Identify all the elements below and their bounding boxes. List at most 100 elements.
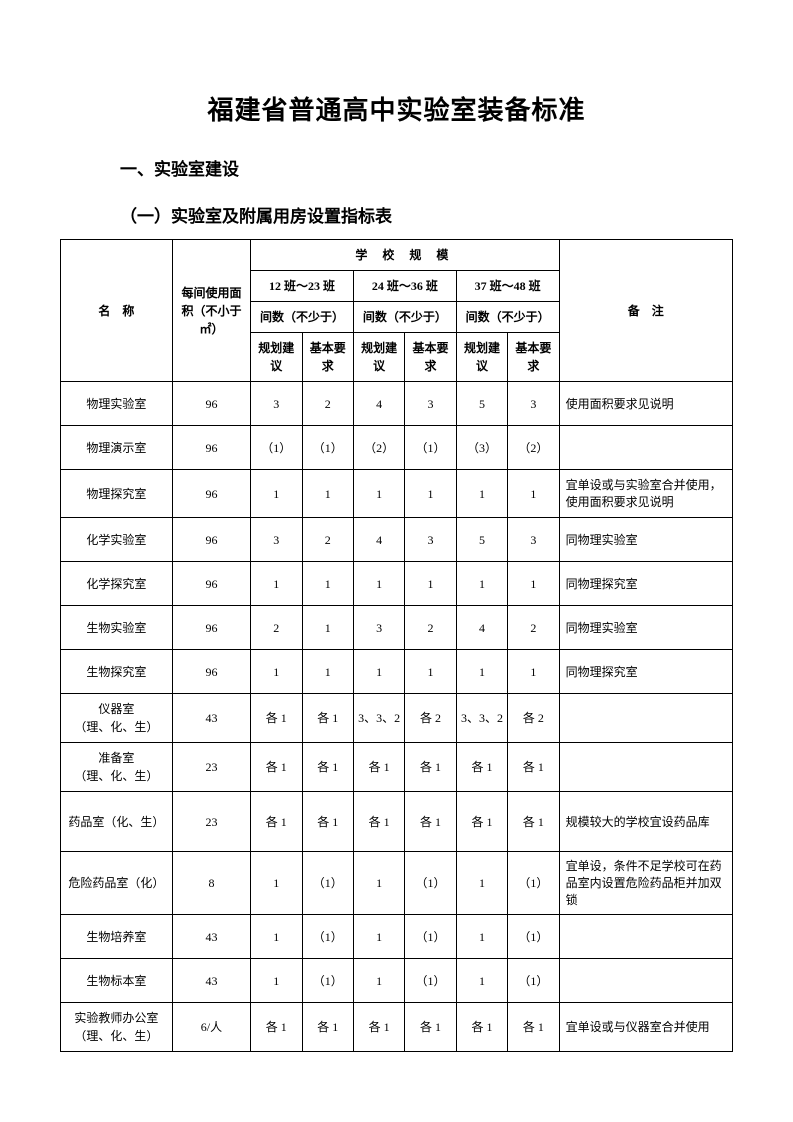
cell-value: 1 bbox=[456, 470, 507, 518]
cell-name: 仪器室 （理、化、生） bbox=[61, 694, 173, 743]
table-row: 化学实验室 96 3 2 4 3 5 3 同物理实验室 bbox=[61, 518, 733, 562]
table-row: 危险药品室（化） 8 1 （1） 1 （1） 1 （1） 宜单设，条件不足学校可… bbox=[61, 852, 733, 915]
cell-value: （1） bbox=[302, 852, 353, 915]
cell-area: 96 bbox=[172, 562, 250, 606]
cell-remark bbox=[559, 694, 732, 743]
cell-area: 23 bbox=[172, 792, 250, 852]
header-area: 每间使用面积（不小于㎡） bbox=[172, 240, 250, 382]
cell-value: 1 bbox=[456, 959, 507, 1003]
header-count-2: 间数（不少于） bbox=[353, 302, 456, 333]
cell-value: 2 bbox=[302, 382, 353, 426]
table-row: 药品室（化、生） 23 各 1 各 1 各 1 各 1 各 1 各 1 规模较大… bbox=[61, 792, 733, 852]
header-basic-1: 基本要求 bbox=[302, 333, 353, 382]
subsection-heading-1: （一）实验室及附属用房设置指标表 bbox=[120, 202, 733, 227]
cell-value: 各 1 bbox=[508, 743, 559, 792]
cell-remark bbox=[559, 426, 732, 470]
cell-value: 各 1 bbox=[405, 792, 456, 852]
lab-standards-table: 名 称 每间使用面积（不小于㎡） 学 校 规 模 备 注 12 班～23 班 2… bbox=[60, 239, 733, 1052]
cell-value: 各 1 bbox=[251, 743, 302, 792]
cell-value: （1） bbox=[302, 915, 353, 959]
cell-remark: 同物理实验室 bbox=[559, 606, 732, 650]
header-plan-3: 规划建议 bbox=[456, 333, 507, 382]
cell-value: 各 1 bbox=[456, 743, 507, 792]
cell-value: （1） bbox=[302, 426, 353, 470]
cell-value: 各 1 bbox=[353, 743, 404, 792]
cell-value: 各 1 bbox=[353, 1003, 404, 1052]
cell-value: （1） bbox=[405, 959, 456, 1003]
cell-area: 23 bbox=[172, 743, 250, 792]
cell-remark: 同物理实验室 bbox=[559, 518, 732, 562]
cell-name: 物理演示室 bbox=[61, 426, 173, 470]
cell-name: 生物标本室 bbox=[61, 959, 173, 1003]
cell-name: 生物实验室 bbox=[61, 606, 173, 650]
cell-value: 1 bbox=[353, 852, 404, 915]
cell-value: 1 bbox=[405, 470, 456, 518]
cell-value: 5 bbox=[456, 382, 507, 426]
cell-value: 4 bbox=[456, 606, 507, 650]
table-row: 准备室 （理、化、生） 23 各 1 各 1 各 1 各 1 各 1 各 1 bbox=[61, 743, 733, 792]
cell-remark: 宜单设或与实验室合并使用，使用面积要求见说明 bbox=[559, 470, 732, 518]
document-title: 福建省普通高中实验室装备标准 bbox=[60, 90, 733, 127]
cell-name: 物理实验室 bbox=[61, 382, 173, 426]
cell-value: 3、3、2 bbox=[353, 694, 404, 743]
cell-area: 43 bbox=[172, 694, 250, 743]
cell-value: 1 bbox=[456, 852, 507, 915]
cell-name: 生物培养室 bbox=[61, 915, 173, 959]
cell-value: 1 bbox=[353, 470, 404, 518]
cell-remark: 规模较大的学校宜设药品库 bbox=[559, 792, 732, 852]
cell-value: 各 1 bbox=[302, 743, 353, 792]
cell-value: 1 bbox=[302, 470, 353, 518]
cell-area: 96 bbox=[172, 606, 250, 650]
cell-value: 2 bbox=[251, 606, 302, 650]
cell-value: 1 bbox=[251, 915, 302, 959]
header-plan-1: 规划建议 bbox=[251, 333, 302, 382]
cell-value: 3 bbox=[405, 518, 456, 562]
table-row: 实验教师办公室（理、化、生） 6/人 各 1 各 1 各 1 各 1 各 1 各… bbox=[61, 1003, 733, 1052]
cell-value: 2 bbox=[405, 606, 456, 650]
cell-remark bbox=[559, 743, 732, 792]
header-count-3: 间数（不少于） bbox=[456, 302, 559, 333]
cell-value: 4 bbox=[353, 518, 404, 562]
table-row: 物理实验室 96 3 2 4 3 5 3 使用面积要求见说明 bbox=[61, 382, 733, 426]
cell-area: 43 bbox=[172, 915, 250, 959]
cell-value: 各 1 bbox=[251, 792, 302, 852]
cell-value: （3） bbox=[456, 426, 507, 470]
cell-value: 各 1 bbox=[302, 792, 353, 852]
cell-value: （1） bbox=[508, 852, 559, 915]
cell-value: 1 bbox=[251, 852, 302, 915]
header-remark: 备 注 bbox=[559, 240, 732, 382]
cell-value: 1 bbox=[302, 650, 353, 694]
cell-area: 96 bbox=[172, 426, 250, 470]
cell-value: 各 1 bbox=[405, 1003, 456, 1052]
cell-value: 1 bbox=[456, 650, 507, 694]
cell-value: 3、3、2 bbox=[456, 694, 507, 743]
cell-value: （1） bbox=[508, 959, 559, 1003]
cell-value: 各 1 bbox=[508, 792, 559, 852]
cell-value: 1 bbox=[302, 562, 353, 606]
cell-value: （1） bbox=[405, 915, 456, 959]
cell-value: 3 bbox=[508, 382, 559, 426]
cell-remark: 使用面积要求见说明 bbox=[559, 382, 732, 426]
header-school-scale: 学 校 规 模 bbox=[251, 240, 560, 271]
cell-area: 8 bbox=[172, 852, 250, 915]
cell-value: 1 bbox=[302, 606, 353, 650]
cell-value: 1 bbox=[456, 915, 507, 959]
cell-value: 3 bbox=[508, 518, 559, 562]
cell-area: 96 bbox=[172, 650, 250, 694]
cell-value: 2 bbox=[302, 518, 353, 562]
cell-name: 药品室（化、生） bbox=[61, 792, 173, 852]
cell-value: 2 bbox=[508, 606, 559, 650]
cell-area: 96 bbox=[172, 518, 250, 562]
header-count-1: 间数（不少于） bbox=[251, 302, 354, 333]
cell-value: （1） bbox=[302, 959, 353, 1003]
cell-value: 3 bbox=[353, 606, 404, 650]
header-basic-2: 基本要求 bbox=[405, 333, 456, 382]
cell-area: 6/人 bbox=[172, 1003, 250, 1052]
cell-name: 准备室 （理、化、生） bbox=[61, 743, 173, 792]
cell-value: （2） bbox=[508, 426, 559, 470]
cell-value: （1） bbox=[405, 852, 456, 915]
cell-name: 实验教师办公室（理、化、生） bbox=[61, 1003, 173, 1052]
cell-value: 1 bbox=[456, 562, 507, 606]
cell-name: 物理探究室 bbox=[61, 470, 173, 518]
cell-value: 1 bbox=[251, 470, 302, 518]
